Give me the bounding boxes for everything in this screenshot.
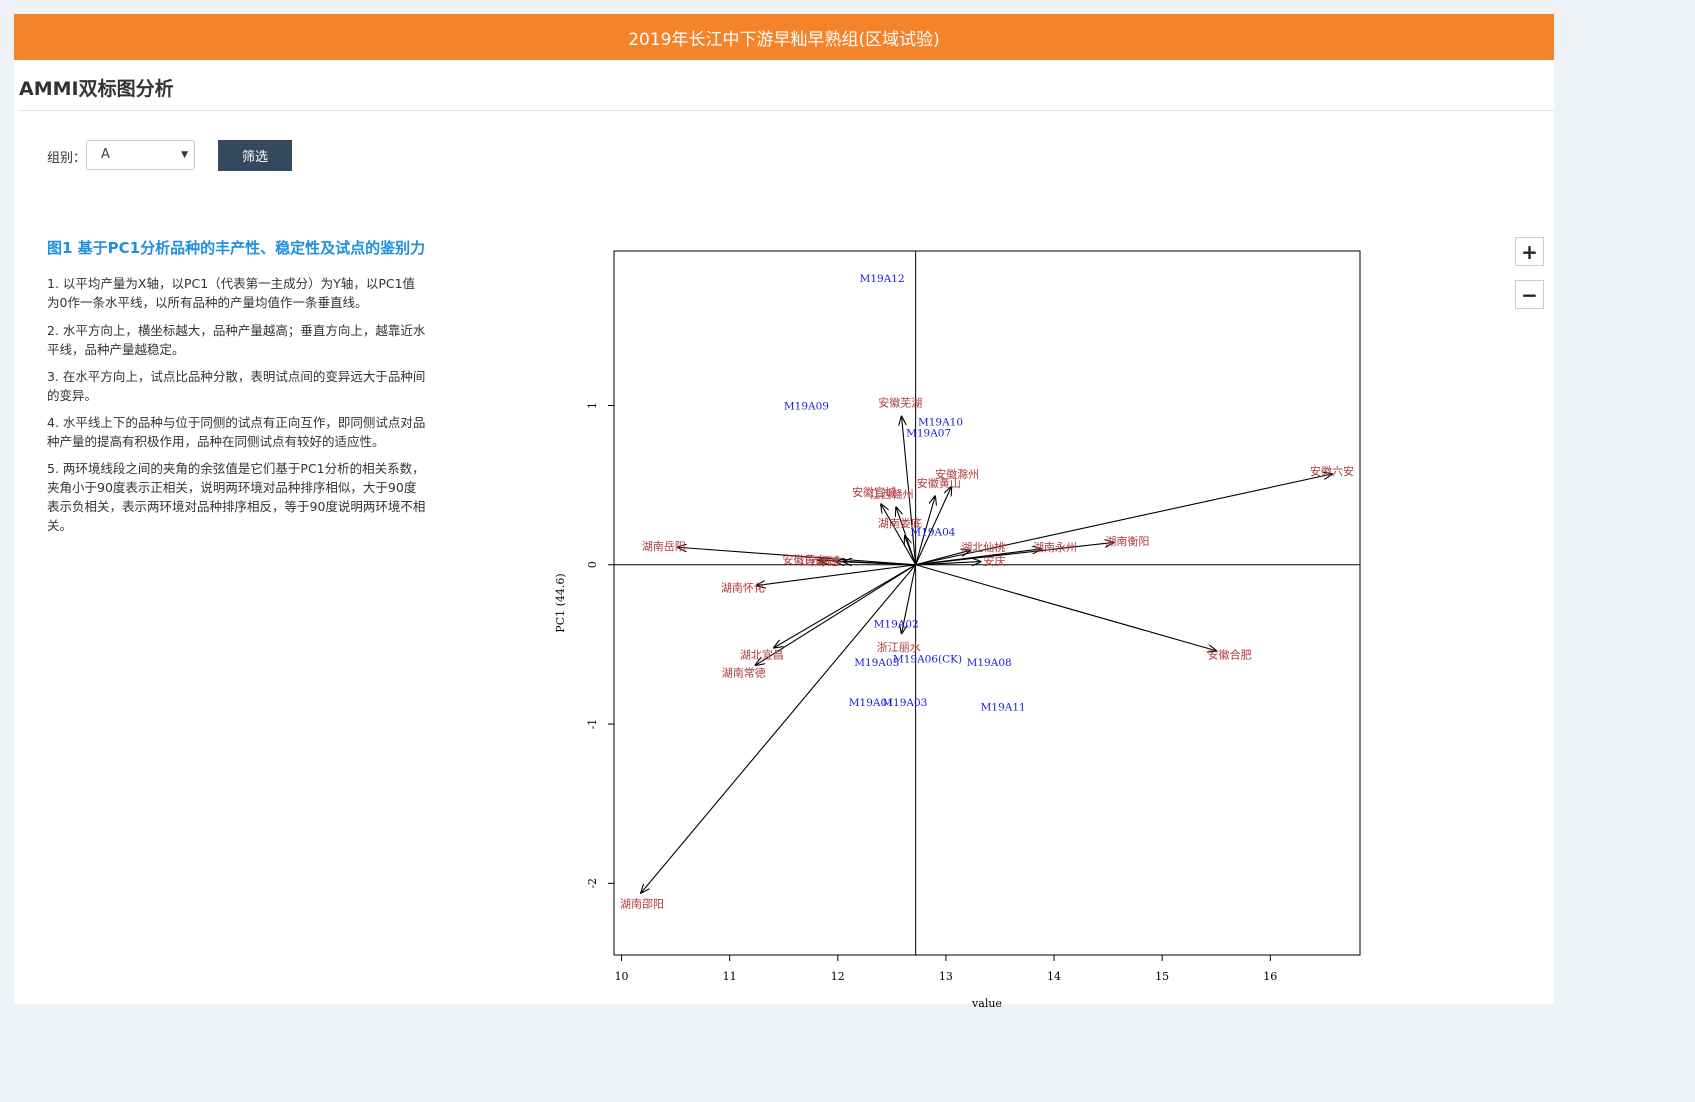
genotype-label: M19A06(CK) [893, 654, 962, 666]
genotype-label: M19A05 [854, 657, 899, 669]
environment-label: 江西赣州 [870, 487, 914, 501]
page-banner: 2019年长江中下游早籼早熟组(区域试验) [14, 14, 1554, 60]
environment-vector [915, 550, 970, 566]
environment-label: 湖南怀化 [721, 580, 765, 594]
environment-label: 浙江丽水 [877, 641, 921, 654]
banner-title: 2019年长江中下游早籼早熟组(区域试验) [628, 29, 940, 50]
y-tick-label: 1 [586, 402, 599, 409]
group-filter-label: 组别： [47, 151, 87, 166]
x-tick-label: 15 [1155, 970, 1169, 983]
section-title: AMMI双标图分析 [19, 78, 174, 100]
page: 2019年长江中下游早籼早熟组(区域试验) AMMI双标图分析 组别： A ▼ … [14, 14, 1554, 1010]
genotype-label: M19A04 [910, 526, 955, 538]
genotype-label: M19A09 [784, 400, 829, 412]
genotype-label: M19A08 [967, 657, 1012, 669]
y-tick-label: -2 [586, 878, 599, 889]
environment-label: 湖南衡阳 [1105, 535, 1149, 548]
environment-label: 湖南岳阳 [642, 540, 686, 553]
environment-label: 湖南永州 [1033, 540, 1077, 554]
x-tick-label: 14 [1047, 970, 1061, 983]
figure-note-2: 2. 水平方向上，横坐标越大，品种产量越高；垂直方向上，越靠近水平线，品种产量越… [47, 323, 426, 357]
environment-vector [756, 564, 916, 665]
environment-label: 湖南邵阳 [620, 898, 664, 911]
environment-label: 安徽宣城 [852, 485, 896, 499]
environment-label: 安徽黄山 [917, 476, 961, 490]
group-select[interactable]: A ▼ [86, 140, 195, 170]
figure-note-4: 4. 水平线上下的品种与位于同侧的试点有正向互作，即同侧试点对品种产量的提高有积… [47, 415, 426, 449]
environment-vector [915, 564, 1217, 651]
filter-button[interactable]: 筛选 [218, 140, 292, 171]
y-tick-label: 0 [586, 561, 599, 568]
group-select-value: A [101, 147, 110, 162]
x-tick-label: 16 [1263, 970, 1277, 983]
environment-label: 安庆 [983, 554, 1005, 568]
dropdown-arrow-icon: ▼ [181, 150, 188, 160]
environment-vector [902, 417, 917, 565]
environment-vector [641, 564, 917, 893]
genotype-label: M19A03 [882, 697, 927, 709]
environment-vector [915, 487, 952, 566]
environment-label: 孝感 [818, 555, 840, 568]
environment-label: 安徽芜湖 [878, 396, 922, 410]
zoom-out-button[interactable]: − [1515, 280, 1544, 309]
x-tick-label: 10 [615, 970, 629, 983]
environment-vector [915, 496, 935, 565]
genotype-label: M19A12 [860, 273, 905, 285]
x-tick-label: 11 [723, 970, 737, 983]
environment-vector [902, 564, 917, 633]
figure-title: 图1 基于PC1分析品种的丰产性、稳定性及试点的鉴别力 [47, 239, 426, 257]
environment-vector [678, 547, 916, 566]
environment-label: 湖北宜昌 [740, 648, 784, 662]
environment-vector [915, 542, 1114, 566]
environment-label: 湖北仙桃 [961, 540, 1005, 554]
x-tick-label: 12 [831, 970, 845, 983]
genotype-label: M19A01 [849, 697, 894, 709]
environment-vector [774, 564, 916, 648]
genotype-label: M19A10 [918, 416, 963, 428]
genotype-label: M19A07 [906, 428, 951, 440]
figure-note-1: 1. 以平均产量为X轴，以PC1（代表第一主成分）为Y轴，以PC1值为0作一条水… [47, 276, 416, 310]
environment-label: 安徽滁州 [935, 467, 979, 481]
y-axis-label: PC1 (44.6) [554, 573, 567, 632]
ammi-biplot: 10 11 12 13 14 15 16 -2 -1 0 1 value PC1 (44.6) 安徽芜湖安… [554, 250, 1361, 1010]
environment-vector [843, 562, 916, 565]
x-axis-label: value [971, 997, 1002, 1010]
environment-label: 湖南娄底 [878, 516, 922, 530]
environment-label: 江西萍乡 [800, 555, 844, 568]
divider [19, 110, 1554, 111]
genotype-label: M19A11 [981, 702, 1026, 714]
figure-note-5: 5. 两环境线段之间的夹角的余弦值是它们基于PC1分析的相关系数，夹角小于90度… [47, 461, 426, 533]
x-tick-label: 13 [939, 970, 953, 983]
environment-vector [915, 562, 981, 565]
zoom-in-button[interactable]: + [1515, 237, 1544, 266]
environment-label: 安徽六安 [1310, 464, 1354, 478]
environment-label: 安徽合肥 [1208, 648, 1252, 662]
environment-vector [905, 536, 917, 565]
environment-vector [881, 504, 917, 566]
environment-label: 安徽黄山 [782, 552, 826, 566]
environment-vector [757, 564, 916, 586]
y-tick-label: -1 [586, 719, 599, 730]
plot-frame [613, 250, 1361, 956]
genotype-label: M19A02 [874, 619, 919, 631]
environment-label: 湖南常德 [722, 666, 766, 680]
figure-note-3: 3. 在水平方向上，试点比品种分散，表明试点间的变异远大于品种间的变异。 [47, 369, 426, 403]
environment-vector [915, 474, 1332, 566]
